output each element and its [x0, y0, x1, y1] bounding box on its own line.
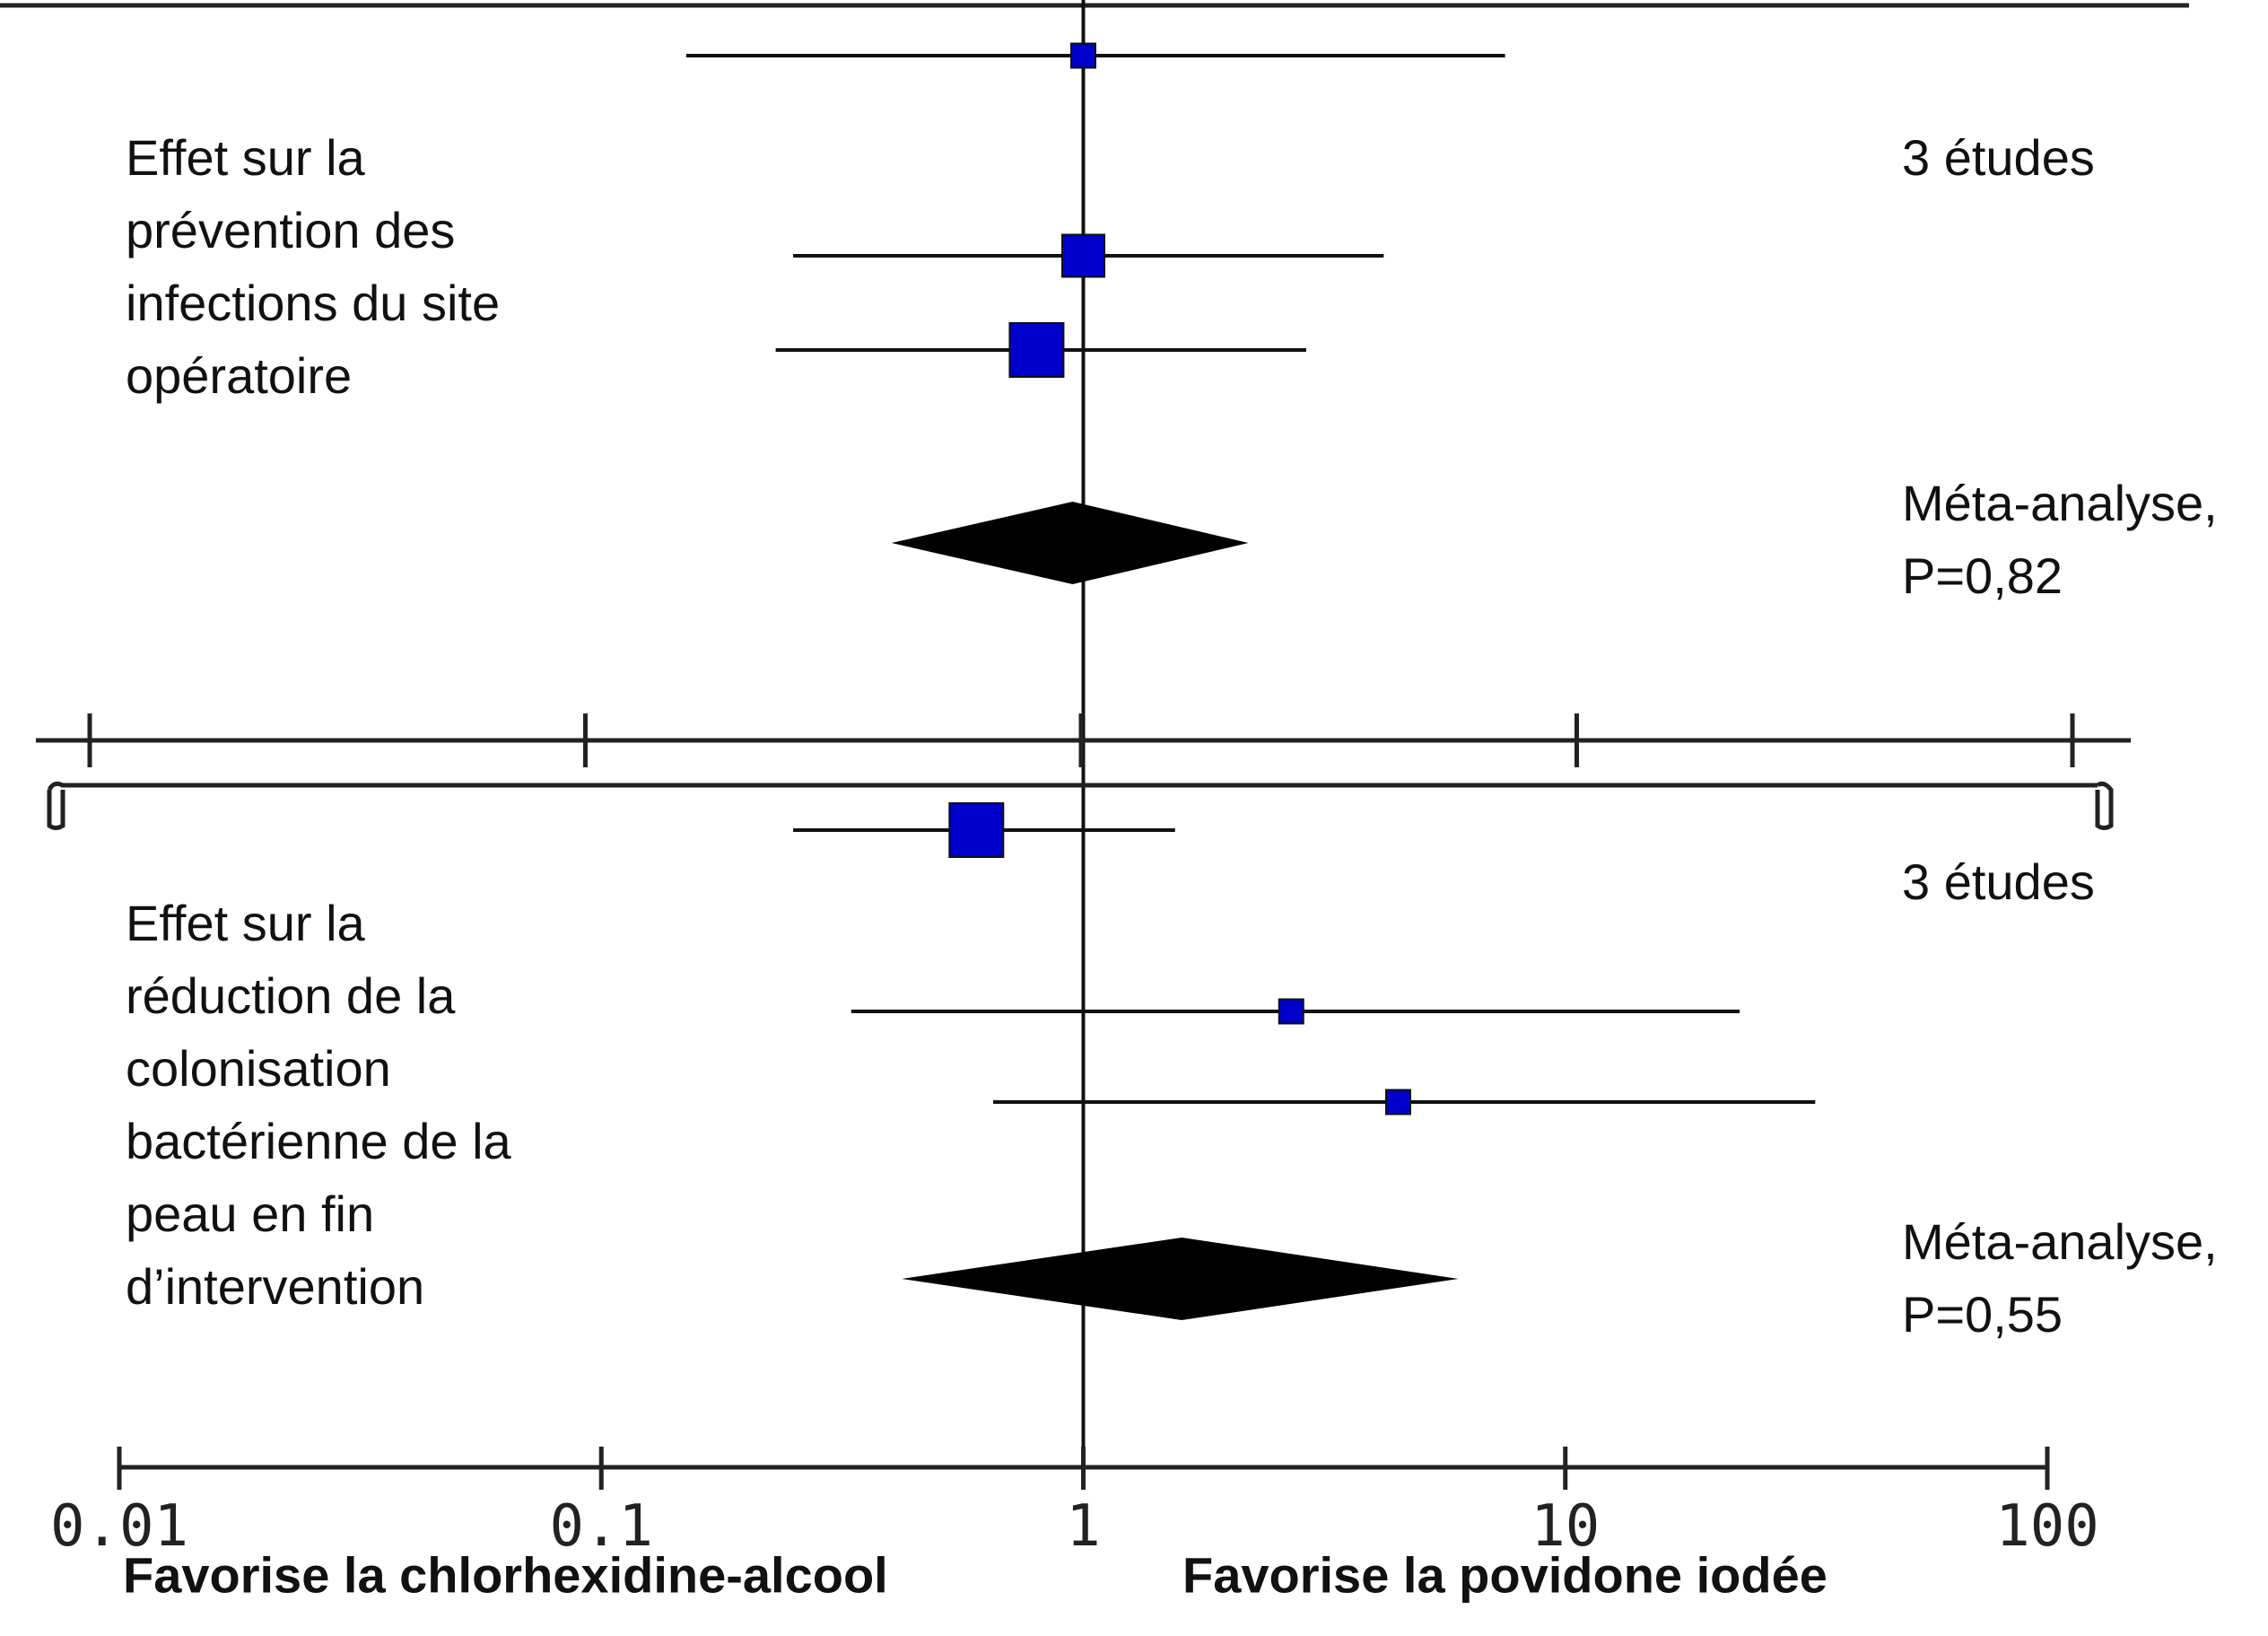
panel-2-label-line: d’intervention	[126, 1258, 425, 1315]
study-point-marker	[1278, 998, 1304, 1025]
panel-2-right-bracket	[2095, 781, 2114, 830]
panel-1-meta-label-line: Méta-analyse,	[1902, 475, 2218, 531]
panel-2-left-bracket	[47, 781, 65, 830]
panel-1-label-line: infections du site	[126, 275, 501, 331]
panel-1-label-line: opératoire	[126, 347, 353, 404]
panel-1-label-line: prévention des	[126, 202, 456, 258]
x-axis-tick-label: 10	[1531, 1493, 1600, 1560]
panel-2-label-line: colonisation	[126, 1040, 391, 1097]
x-axis-tick-label: 100	[1995, 1493, 2099, 1560]
panel-1-meta-label-line: P=0,82	[1902, 547, 2063, 604]
panel-1-studies-label: 3 études	[1902, 129, 2095, 186]
study-point-marker	[1384, 1089, 1411, 1115]
study-point-marker	[1008, 322, 1065, 378]
study-point-marker	[1061, 233, 1105, 278]
study-point-marker	[948, 802, 1005, 858]
panel-2-meta-label-line: P=0,55	[1902, 1286, 2063, 1343]
panel-2-label-line: peau en fin	[126, 1185, 375, 1242]
meta-analysis-diamond	[891, 502, 1249, 584]
panel-1-label-line: Effet sur la	[126, 129, 365, 186]
panel-2-label-line: réduction de la	[126, 967, 456, 1024]
panel-2-label: Effet sur la réduction de la colonisatio…	[126, 887, 511, 1323]
x-axis-tick-label: 0.01	[50, 1493, 188, 1560]
meta-analysis-diamond	[902, 1238, 1459, 1320]
panel-2-meta-label: Méta-analyse, P=0,55	[1902, 1205, 2218, 1351]
favours-left-label: Favorise la chlorhexidine-alcool	[123, 1546, 888, 1604]
study-point-marker	[1070, 42, 1096, 69]
panel-1-label: Effet sur la prévention des infections d…	[126, 121, 500, 412]
panel-2-meta-label-line: Méta-analyse,	[1902, 1213, 2218, 1270]
panel-2-label-line: Effet sur la	[126, 895, 365, 951]
panel-1-meta-label: Méta-analyse, P=0,82	[1902, 467, 2218, 612]
panel-2-label-line: bactérienne de la	[126, 1113, 511, 1169]
x-axis-tick-label: 0.1	[549, 1493, 653, 1560]
x-axis-tick-label: 1	[1066, 1493, 1101, 1560]
panel-2-studies-label: 3 études	[1902, 853, 2095, 910]
favours-right-label: Favorise la povidone iodée	[1182, 1546, 1827, 1604]
